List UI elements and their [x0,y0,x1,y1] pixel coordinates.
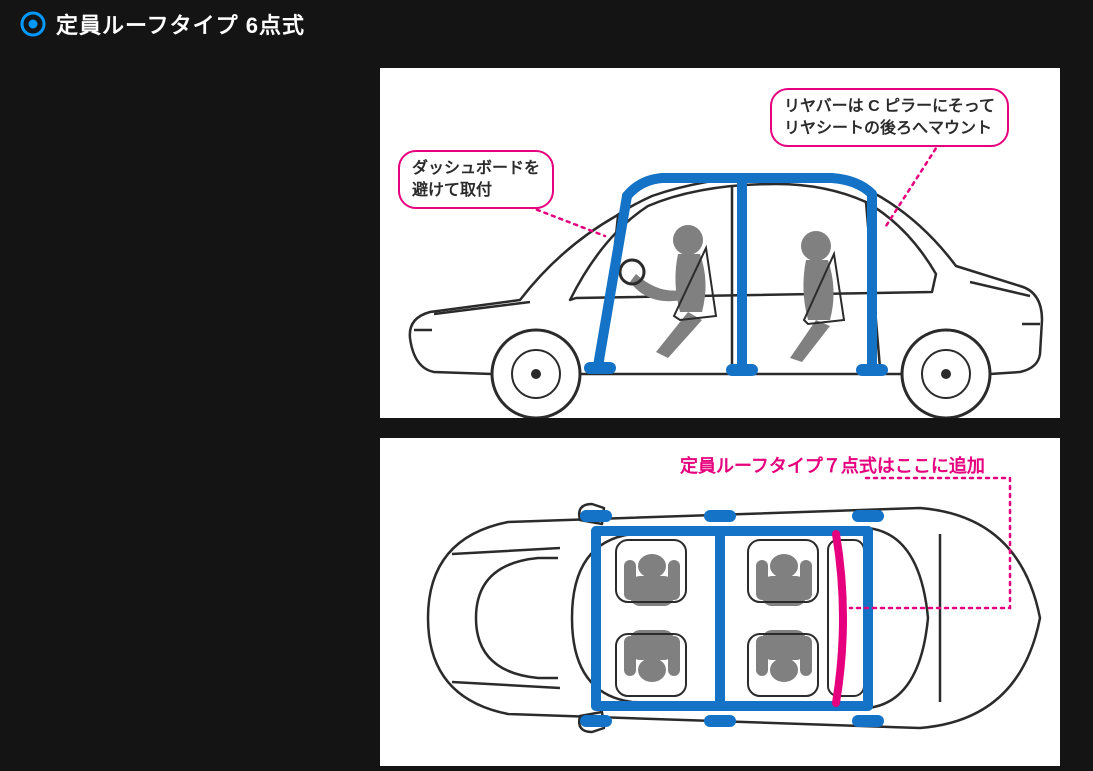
side-view-panel: ダッシュボードを 避けて取付 リヤバーは C ピラーにそって リヤシートの後ろへ… [380,68,1060,418]
section-heading: 定員ルーフタイプ 6点式 [20,8,305,40]
callout-rear-bar: リヤバーは C ピラーにそって リヤシートの後ろへマウント [770,88,1009,147]
callout-dashboard: ダッシュボードを 避けて取付 [398,150,554,209]
seven-point-bar [836,534,843,703]
section-title: 定員ルーフタイプ 6点式 [56,8,305,40]
roll-cage-side [590,178,882,370]
occupants-top [616,540,864,696]
car-top-outline [428,504,1040,732]
label-seven-point: 定員ルーフタイプ７点式はここに追加 [680,452,985,478]
ring-bullet-icon [20,11,46,37]
top-view-diagram [380,438,1060,766]
top-view-panel: 定員ルーフタイプ７点式はここに追加 [380,438,1060,766]
callout-leader-top [850,478,1010,608]
